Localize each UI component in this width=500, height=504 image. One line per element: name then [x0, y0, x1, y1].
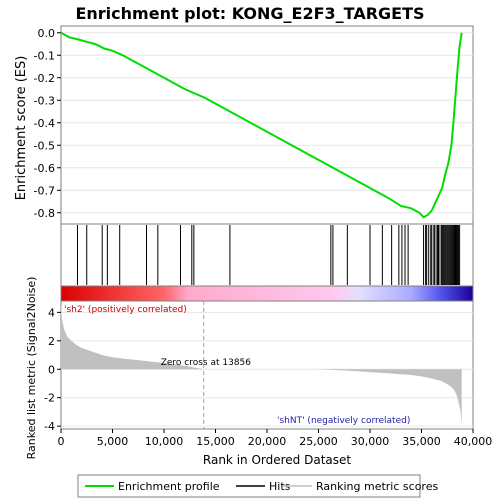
es-y-tick-label: -0.7: [34, 184, 55, 197]
negative-correlation-label: 'shNT' (negatively correlated): [277, 416, 410, 426]
metric-x-tick-label: 0: [58, 435, 65, 448]
enrichment-profile-line: [60, 31, 463, 219]
legend: Enrichment profile Hits Ranking metric s…: [77, 474, 438, 498]
metric-y-tick-label: 4: [48, 306, 55, 319]
es-y-tick-label: -0.6: [34, 162, 55, 175]
metric-x-tick-label: 25,000: [299, 435, 338, 448]
chart-title: Enrichment plot: KONG_E2F3_TARGETS: [75, 4, 424, 23]
metric-x-tick-label: 20,000: [248, 435, 287, 448]
rank-colorbar: [60, 285, 474, 302]
es-y-axis: 0.0 -0.1 -0.2 -0.3 -0.4 -0.5 -0.6 -0.7 -0.8: [34, 27, 61, 220]
metric-x-tick-label: 40,000: [454, 435, 493, 448]
es-y-tick-label: -0.8: [34, 207, 55, 220]
es-gridlines: [61, 32, 473, 214]
es-y-tick-label: -0.2: [34, 72, 55, 85]
metric-y-tick-label: 2: [48, 335, 55, 348]
metric-y-axis: 4 2 0 -2 -4: [44, 306, 61, 433]
hits-panel-frame: [60, 223, 474, 287]
legend-hits-label: Hits: [269, 480, 291, 493]
metric-x-tick-label: 10,000: [145, 435, 184, 448]
es-y-tick-label: -0.1: [34, 49, 55, 62]
metric-x-tick-label: 15,000: [196, 435, 235, 448]
metric-x-axis-label: Rank in Ordered Dataset: [203, 453, 351, 467]
es-y-tick-label: -0.4: [34, 117, 55, 130]
legend-enrichment-profile-label: Enrichment profile: [118, 480, 220, 493]
metric-y-axis-label: Ranked list metric (Signal2Noise): [25, 277, 38, 460]
es-y-axis-label: Enrichment score (ES): [14, 56, 29, 201]
metric-panel: Zero cross at 13856 'sh2' (positively co…: [25, 277, 492, 467]
zero-cross-label: Zero cross at 13856: [161, 358, 252, 368]
metric-x-tick-label: 5,000: [97, 435, 129, 448]
es-y-tick-label: 0.0: [38, 27, 56, 40]
positive-correlation-label: 'sh2' (positively correlated): [64, 305, 187, 315]
ranking-metric-area: [61, 303, 462, 425]
es-y-tick-label: -0.5: [34, 139, 55, 152]
metric-x-tick-label: 30,000: [351, 435, 390, 448]
legend-ranking-metric-label: Ranking metric scores: [316, 480, 438, 493]
metric-y-tick-label: -2: [44, 392, 55, 405]
metric-x-axis: 0 5,000 10,000 15,000 20,000 25,000 30,000 35,0…: [58, 429, 493, 448]
es-panel: 0.0 -0.1 -0.2 -0.3 -0.4 -0.5 -0.6 -0.7 -0.8 Enri…: [14, 25, 474, 225]
metric-y-tick-label: 0: [48, 363, 55, 376]
es-y-tick-label: -0.3: [34, 94, 55, 107]
metric-y-tick-label: -4: [44, 420, 55, 433]
hits-panel: [60, 223, 474, 287]
metric-x-tick-label: 35,000: [402, 435, 441, 448]
hit-markers: [76, 225, 461, 285]
